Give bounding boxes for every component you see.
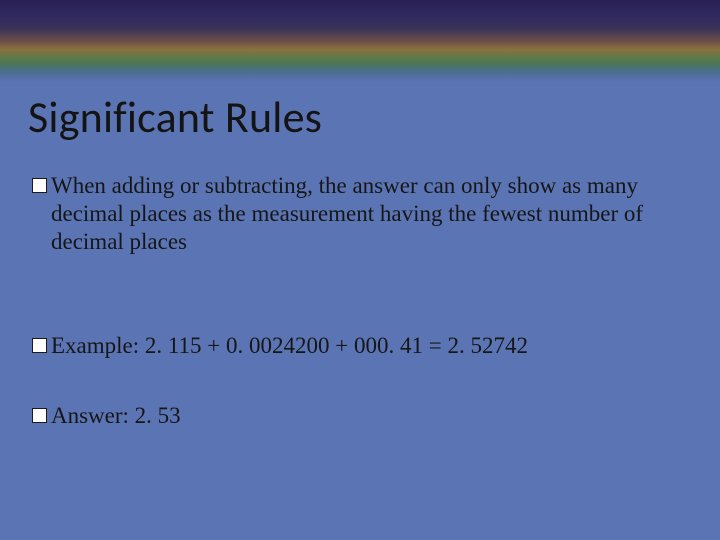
slide-title: Significant Rules bbox=[28, 90, 322, 144]
bullet-square-icon bbox=[32, 408, 47, 423]
spacer bbox=[32, 266, 688, 332]
bullet-text: Example: 2. 115 + 0. 0024200 + 000. 41 =… bbox=[51, 332, 528, 360]
bullet-text: When adding or subtracting, the answer c… bbox=[51, 172, 688, 256]
bullet-text: Answer: 2. 53 bbox=[51, 402, 181, 430]
slide-body: When adding or subtracting, the answer c… bbox=[32, 172, 688, 440]
slide: Significant Rules When adding or subtrac… bbox=[0, 0, 720, 540]
bullet-item: Example: 2. 115 + 0. 0024200 + 000. 41 =… bbox=[32, 332, 688, 360]
spacer bbox=[32, 370, 688, 402]
bullet-item: When adding or subtracting, the answer c… bbox=[32, 172, 688, 256]
bullet-square-icon bbox=[32, 178, 47, 193]
bullet-square-icon bbox=[32, 338, 47, 353]
bullet-item: Answer: 2. 53 bbox=[32, 402, 688, 430]
